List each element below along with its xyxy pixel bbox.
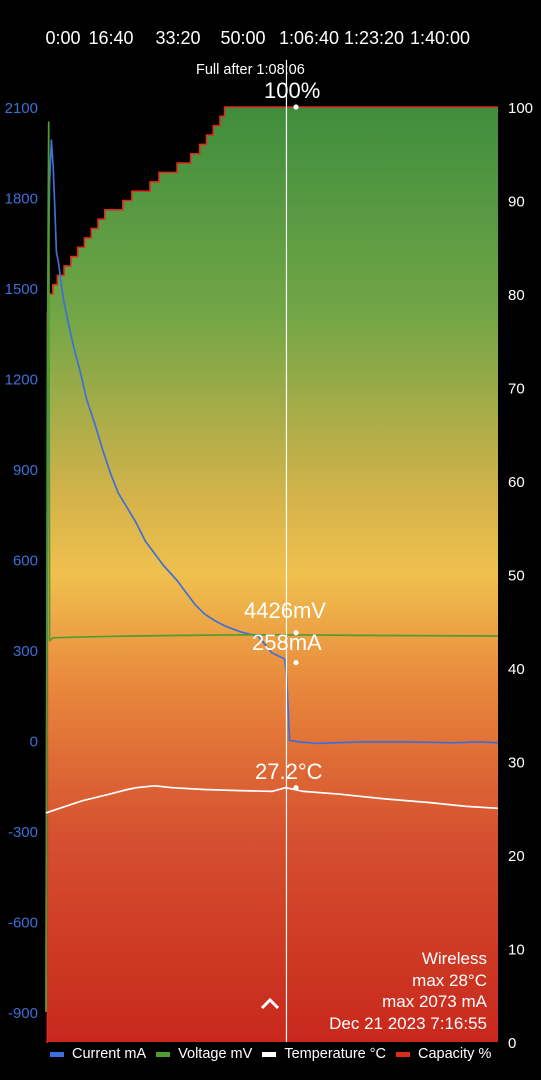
x-axis-tick: 1:06:40	[278, 28, 340, 48]
left-axis-tick: -600	[8, 914, 38, 931]
current-marker	[293, 659, 299, 666]
temperature-line	[45, 784, 499, 814]
voltage-marker	[293, 630, 299, 636]
legend-item-temperature[interactable]: Temperature °C	[262, 1046, 386, 1062]
left-axis-tick: 1500	[5, 281, 38, 298]
info-block: Wireless max 28°C max 2073 mA Dec 21 202…	[329, 948, 487, 1034]
left-axis-tick: 2100	[5, 100, 38, 117]
x-axis-tick: 0:00	[45, 28, 81, 48]
right-axis-tick: 10	[508, 942, 525, 959]
left-axis-tick: 300	[13, 643, 38, 660]
right-axis-tick: 40	[508, 661, 525, 678]
right-axis-tick: 60	[508, 474, 525, 491]
right-axis-tick: 20	[508, 848, 525, 865]
legend-swatch	[156, 1051, 171, 1057]
legend-item-current[interactable]: Current mA	[50, 1046, 146, 1062]
x-axis-tick: 1:40:00	[409, 28, 471, 48]
capacity-area	[46, 107, 498, 1042]
right-axis-tick: 30	[508, 755, 525, 772]
x-axis-tick: 16:40	[88, 28, 134, 48]
legend-swatch	[50, 1051, 64, 1057]
capacity-label: 100%	[264, 78, 321, 103]
legend-label: Capacity %	[418, 1046, 492, 1062]
legend-item-voltage[interactable]: Voltage mV	[156, 1046, 252, 1062]
left-axis-tick: 1200	[5, 371, 38, 388]
right-axis-tick: 90	[508, 194, 525, 211]
timestamp: Dec 21 2023 7:16:55	[329, 1013, 487, 1033]
x-axis-tick: 50:00	[220, 28, 266, 48]
left-axis-tick: 600	[13, 552, 38, 569]
capacity-line	[46, 106, 498, 1043]
max-temperature: max 28°C	[412, 970, 487, 990]
full-after-label: Full after 1:08:06	[196, 62, 305, 78]
capacity-marker	[293, 104, 299, 110]
legend-label: Temperature °C	[284, 1046, 387, 1062]
max-current: max 2073 mA	[382, 992, 487, 1011]
right-axis-tick: 100	[508, 100, 533, 117]
left-axis-tick: -300	[8, 824, 38, 841]
x-axis-tick: 33:20	[155, 28, 201, 48]
legend: Current mA Voltage mV Temperature °C Cap…	[50, 1046, 491, 1062]
current-line	[45, 139, 499, 1012]
legend-label: Current mA	[72, 1046, 147, 1062]
legend-swatch	[262, 1051, 277, 1057]
right-axis-tick: 0	[508, 1035, 516, 1052]
left-axis-tick: 0	[30, 733, 38, 750]
voltage-label: 4426mV	[244, 598, 326, 623]
legend-label: Voltage mV	[178, 1046, 253, 1062]
charger-type: Wireless	[421, 949, 487, 968]
right-axis-tick: 80	[508, 287, 525, 304]
left-axis-tick: -900	[8, 1005, 38, 1022]
current-label: 258mA	[252, 630, 322, 655]
x-axis-tick: 1:23:20	[343, 28, 405, 48]
right-axis-tick: 50	[508, 568, 525, 585]
temperature-marker	[293, 785, 299, 791]
left-axis-tick: 1800	[5, 190, 38, 207]
legend-item-capacity[interactable]: Capacity %	[396, 1046, 491, 1062]
chevron-up-icon[interactable]	[259, 993, 281, 1013]
legend-swatch	[396, 1051, 411, 1057]
right-axis-tick: 70	[508, 381, 525, 398]
left-axis-tick: 900	[13, 462, 38, 479]
temperature-label: 27.2°C	[255, 759, 323, 784]
voltage-line	[45, 121, 499, 1012]
